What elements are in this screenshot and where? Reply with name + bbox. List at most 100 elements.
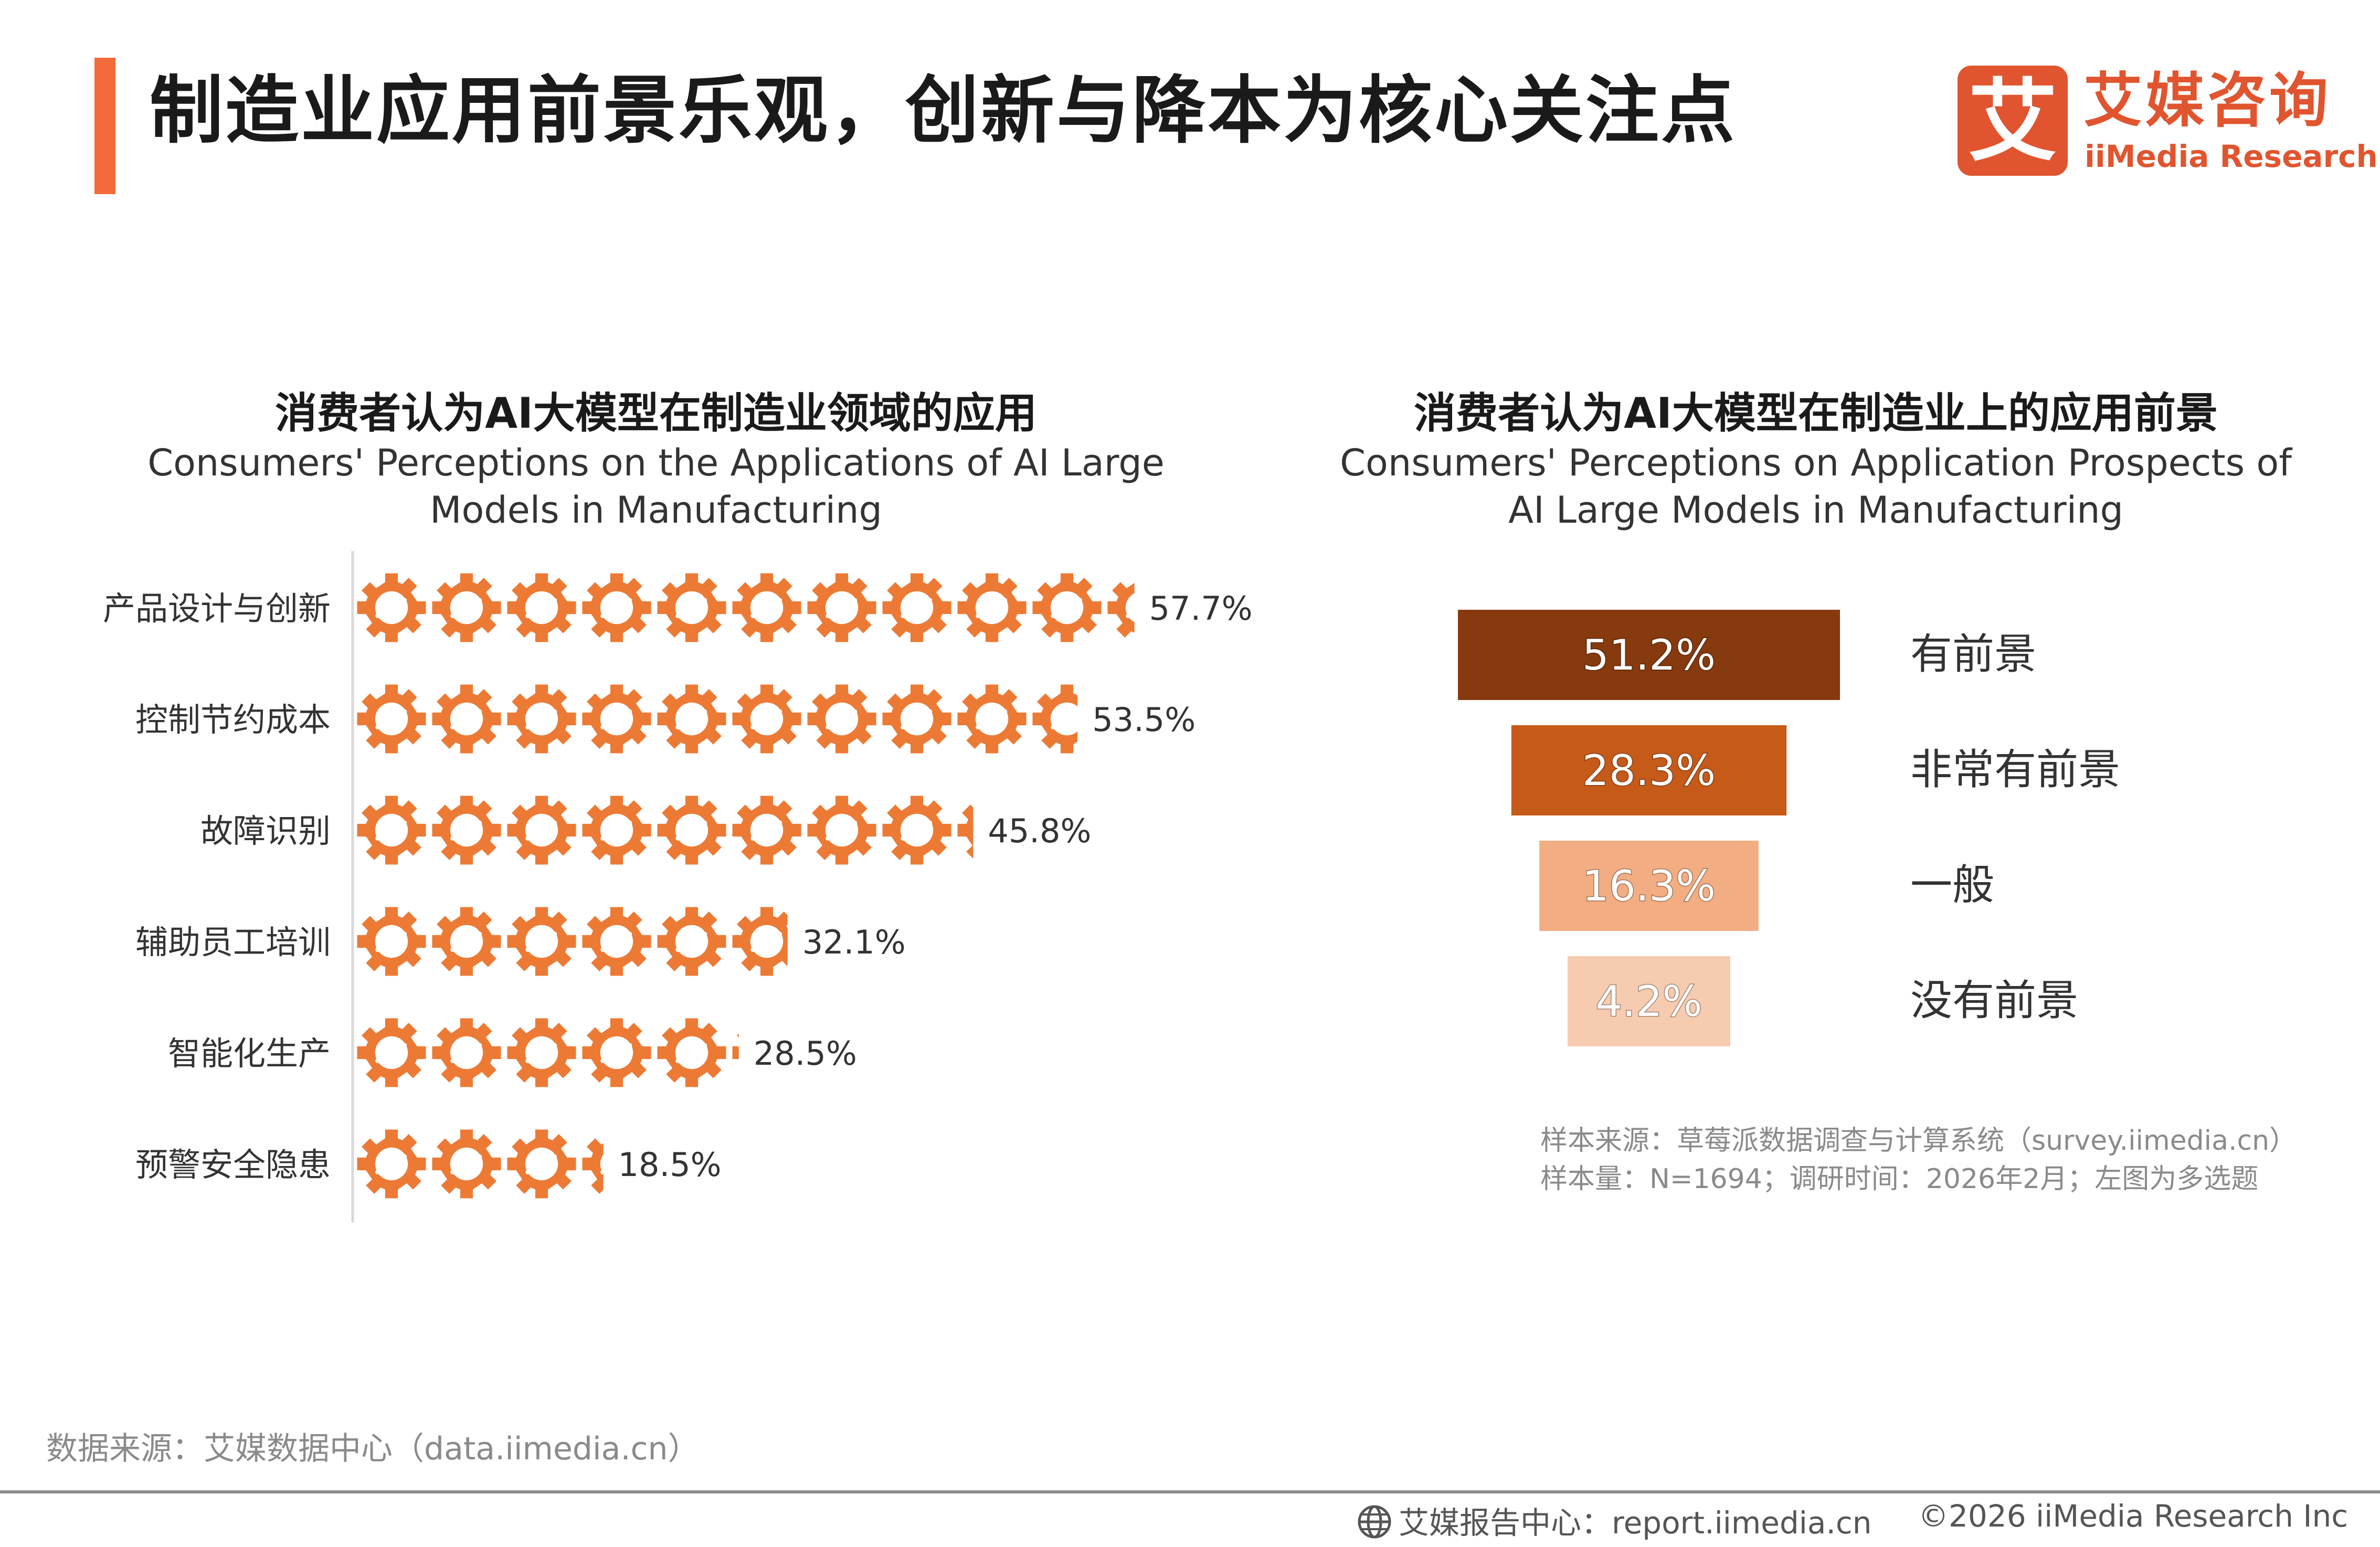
gear-icon — [807, 573, 876, 642]
category-label: 控制节约成本 — [135, 701, 331, 739]
bar-row: 智能化生产 28.5% — [168, 1018, 857, 1087]
globe-icon — [1358, 1505, 1391, 1539]
bar — [357, 684, 1101, 753]
gear-icon — [807, 796, 876, 864]
funnel-row: 4.2% 没有前景 — [1568, 956, 2078, 1046]
funnel-bar — [1458, 610, 1840, 700]
gear-icon — [657, 907, 726, 976]
value-label: 32.1% — [802, 923, 906, 961]
footer-report-text: 艾媒报告中心：report.iimedia.cn — [1399, 1505, 1872, 1541]
gear-icon — [357, 907, 426, 976]
funnel-row: 28.3% 非常有前景 — [1511, 725, 2120, 815]
category-label: 故障识别 — [200, 812, 331, 850]
brand-name-cn: 艾媒咨询 — [2083, 67, 2331, 135]
gear-icon — [357, 1018, 426, 1087]
funnel-row: 51.2% 有前景 — [1458, 610, 2036, 700]
gear-icon — [432, 1018, 501, 1087]
category-label: 预警安全隐患 — [135, 1146, 331, 1184]
gear-icon — [432, 1129, 501, 1198]
gear-icon — [1032, 573, 1101, 642]
funnel-bar — [1539, 841, 1759, 931]
gear-icon — [957, 684, 1026, 753]
category-label: 智能化生产 — [168, 1034, 331, 1073]
gear-icon — [357, 1129, 426, 1198]
left-chart-title: 消费者认为AI大模型在制造业领域的应用 — [275, 389, 1037, 438]
gear-icon — [582, 1018, 651, 1087]
footer-divider — [0, 1490, 2380, 1493]
gear-icon — [507, 796, 576, 864]
bar — [357, 796, 1026, 864]
value-label: 28.5% — [754, 1034, 857, 1073]
funnel-category-label: 有前景 — [1910, 630, 2036, 679]
bar-row: 故障识别 45.8% — [200, 796, 1091, 864]
funnel-bar — [1511, 725, 1787, 815]
brand-logo-mark: 艾 — [1958, 66, 2068, 176]
gear-icon — [432, 796, 501, 864]
value-label: 18.5% — [618, 1146, 722, 1184]
gear-icon — [507, 573, 576, 642]
funnel-category-label: 没有前景 — [1910, 976, 2078, 1025]
bar-row: 辅助员工培训 32.1% — [135, 907, 906, 976]
footer-copyright: ©2026 iiMedia Research Inc — [1918, 1498, 2349, 1534]
right-chart-title: 消费者认为AI大模型在制造业上的应用前景 — [1414, 389, 2218, 438]
sample-note-line-2: 样本量：N=1694；调研时间：2026年2月；左图为多选题 — [1540, 1163, 2259, 1195]
gear-icon — [732, 573, 801, 642]
gear-icon — [432, 573, 501, 642]
gear-icon — [882, 573, 951, 642]
page-title: 制造业应用前景乐观，创新与降本为核心关注点 — [150, 68, 1737, 154]
gear-icon — [732, 796, 801, 864]
gear-icon — [732, 907, 801, 976]
funnel-value-label: 4.2% — [1595, 977, 1702, 1026]
gear-icon — [507, 684, 576, 753]
funnel-category-label: 非常有前景 — [1910, 745, 2120, 794]
brand-logo-glyph: 艾 — [1968, 70, 2057, 174]
bar-row: 预警安全隐患 18.5% — [135, 1129, 722, 1198]
bar-row: 产品设计与创新 57.7% — [103, 573, 1253, 642]
sample-note-line-1: 样本来源：草莓派数据调查与计算系统（survey.iimedia.cn） — [1540, 1125, 2297, 1157]
gear-icon — [957, 573, 1026, 642]
applications-pictogram-bar-chart: 产品设计与创新 57.7% 控制节约成本 53.5% 故障识别 45.8% 辅助员工培训 32… — [103, 551, 1253, 1223]
funnel-bar — [1568, 956, 1730, 1046]
value-label: 53.5% — [1092, 701, 1196, 739]
funnel-value-label: 16.3% — [1582, 862, 1716, 910]
bar — [357, 573, 1176, 642]
funnel-category-label: 一般 — [1910, 861, 1994, 909]
data-source: 数据来源：艾媒数据中心（data.iimedia.cn） — [46, 1431, 700, 1467]
funnel-row: 16.3% 一般 — [1539, 841, 1994, 931]
category-label: 辅助员工培训 — [135, 923, 331, 961]
sample-note: 样本来源：草莓派数据调查与计算系统（survey.iimedia.cn） 样本量… — [1540, 1123, 2297, 1197]
footer-report-center: 艾媒报告中心：report.iimedia.cn — [1357, 1498, 1872, 1542]
gear-icon — [432, 907, 501, 976]
bar-row: 控制节约成本 53.5% — [135, 684, 1196, 753]
gear-icon — [882, 796, 951, 864]
gear-icon — [657, 684, 726, 753]
gear-icon — [657, 1018, 726, 1087]
right-chart-subtitle: Consumers' Perceptions on Application Pr… — [1340, 441, 2292, 532]
gear-icon — [1032, 684, 1101, 753]
gear-icon — [507, 1018, 576, 1087]
gear-icon — [807, 684, 876, 753]
category-label: 产品设计与创新 — [103, 589, 331, 628]
prospects-funnel-chart: 51.2% 有前景 28.3% 非常有前景 16.3% 一般 4.2% 没有前景 — [1458, 610, 2120, 1046]
value-label: 57.7% — [1149, 589, 1253, 628]
gear-icon — [657, 573, 726, 642]
gear-icon — [357, 796, 426, 864]
value-label: 45.8% — [988, 812, 1091, 850]
bar — [357, 907, 801, 976]
gear-icon — [507, 907, 576, 976]
gear-icon — [582, 573, 651, 642]
gear-icon — [357, 684, 426, 753]
left-chart-subtitle: Consumers' Perceptions on the Applicatio… — [147, 441, 1165, 532]
gear-icon — [732, 684, 801, 753]
funnel-value-label: 51.2% — [1582, 631, 1716, 680]
brand-name-en: iiMedia Research — [2085, 139, 2378, 174]
bar — [357, 1018, 801, 1087]
title-accent-bar — [94, 58, 115, 194]
gear-icon — [882, 684, 951, 753]
gear-icon — [582, 796, 651, 864]
gear-icon — [582, 907, 651, 976]
gear-icon — [657, 796, 726, 864]
gear-icon — [582, 684, 651, 753]
gear-icon — [507, 1129, 576, 1198]
funnel-value-label: 28.3% — [1582, 746, 1716, 795]
